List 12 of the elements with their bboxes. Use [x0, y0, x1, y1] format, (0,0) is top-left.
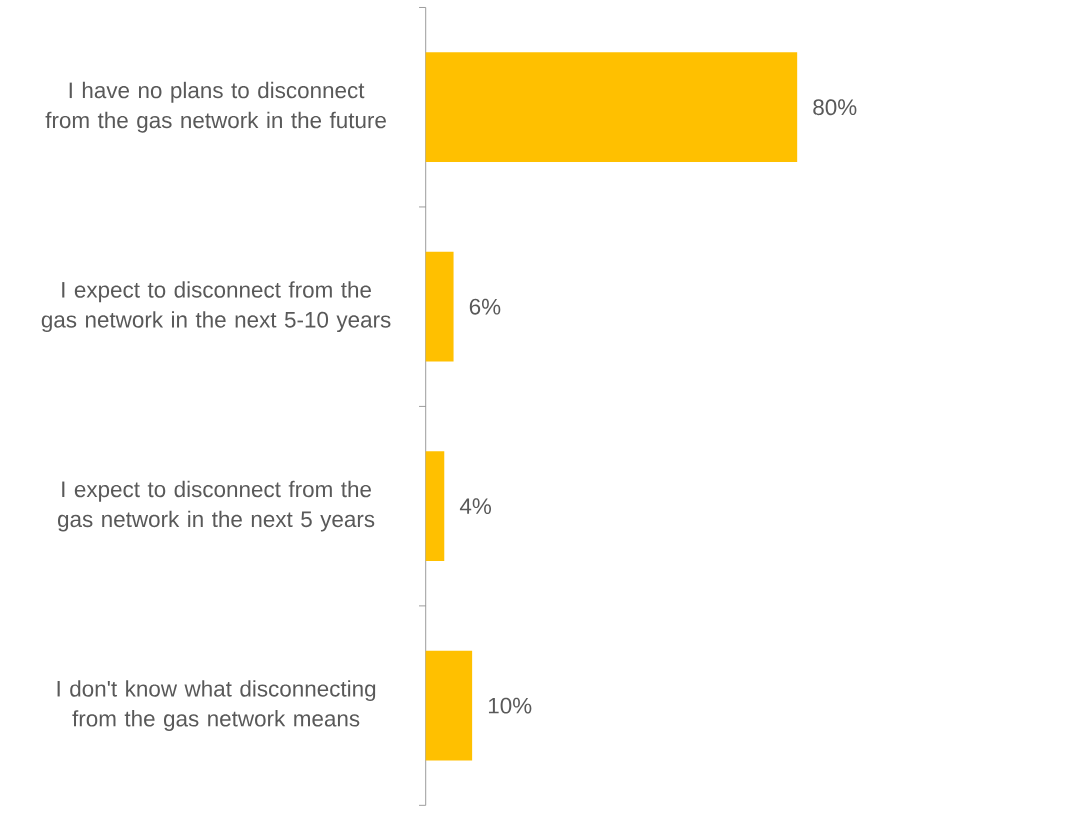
data-label: 4% [459, 498, 492, 515]
bar [425, 251, 454, 362]
y-tick-label: I don't know what disconnecting from the gas network means [57, 680, 376, 732]
y-tick-label: I expect to disconnect from the gas network in the next 5-10 years [41, 281, 391, 333]
data-label: 6% [469, 298, 501, 315]
data-label: 80% [813, 99, 857, 116]
y-tick-label: I have no plans to disconnect from the gas network in the future [45, 81, 386, 133]
y-tick-label: I expect to disconnect from the gas network in the next 5 years [58, 480, 375, 532]
bar [425, 650, 473, 761]
bar [425, 451, 445, 562]
data-label: 10% [488, 697, 532, 714]
bar [425, 52, 798, 163]
